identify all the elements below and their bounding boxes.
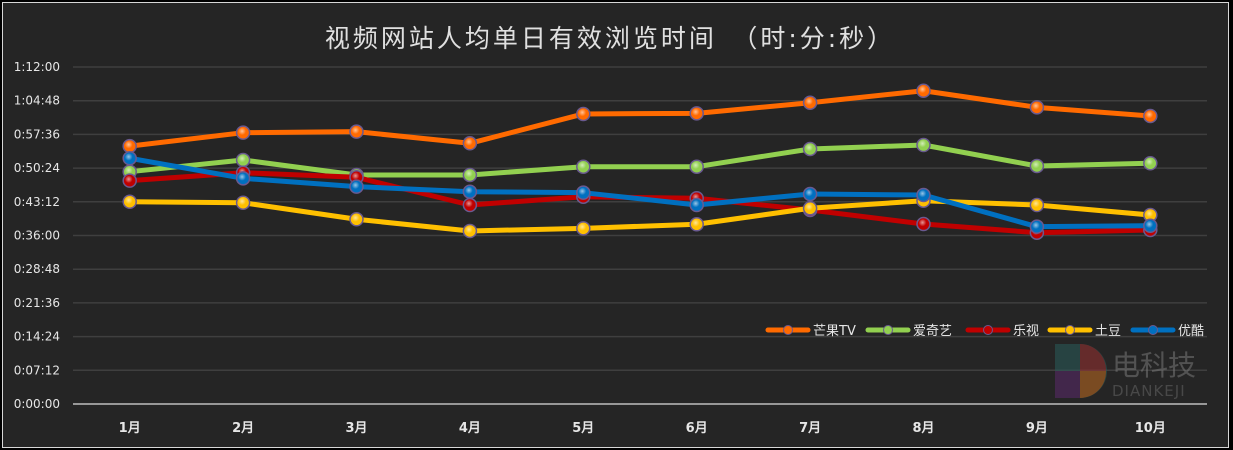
data-point-highlight (1145, 209, 1156, 220)
series-line (127, 198, 1153, 234)
data-point-highlight (464, 225, 475, 236)
legend-item: 芒果TV (765, 323, 856, 339)
data-point-highlight (1031, 160, 1042, 171)
data-point-highlight (1031, 102, 1042, 113)
data-point-highlight (238, 154, 249, 165)
x-tick-label: 10月 (1135, 421, 1166, 436)
data-point-highlight (238, 197, 249, 208)
data-point-highlight (124, 196, 135, 207)
series-line (127, 155, 1153, 230)
data-point-highlight (805, 97, 816, 108)
y-tick-label: 0:14:24 (14, 330, 60, 344)
data-point-highlight (918, 219, 929, 230)
data-point-highlight (1145, 110, 1156, 121)
chart-title: 视频网站人均单日有效浏览时间 （时:分:秒） (325, 24, 895, 53)
legend-swatch-marker (1065, 325, 1075, 335)
y-tick-label: 0:57:36 (14, 127, 60, 141)
y-tick-label: 1:12:00 (14, 60, 60, 74)
legend-swatch-marker (1148, 325, 1158, 335)
data-point-highlight (578, 187, 589, 198)
series-4 (122, 151, 1158, 234)
data-point-highlight (238, 127, 249, 138)
data-point-highlight (464, 169, 475, 180)
data-point-highlight (918, 140, 929, 151)
data-point-highlight (351, 172, 362, 183)
data-point-highlight (464, 138, 475, 149)
legend-label: 爱奇艺 (913, 323, 952, 339)
legend-swatch-marker (883, 325, 893, 335)
data-point-highlight (805, 188, 816, 199)
data-point-highlight (238, 173, 249, 184)
legend-swatch-marker (983, 325, 993, 335)
legend-label: 土豆 (1095, 324, 1121, 339)
data-point-highlight (124, 141, 135, 152)
data-point-highlight (124, 153, 135, 164)
legend-item: 土豆 (1047, 324, 1121, 339)
data-point-highlight (351, 126, 362, 137)
y-tick-label: 0:28:48 (14, 262, 60, 276)
x-tick-label: 4月 (459, 421, 481, 436)
y-tick-label: 0:43:12 (14, 195, 60, 209)
legend-label: 优酷 (1178, 324, 1204, 339)
x-tick-label: 1月 (119, 421, 141, 436)
data-point-highlight (1145, 158, 1156, 169)
data-point-highlight (578, 108, 589, 119)
data-point-highlight (691, 219, 702, 230)
data-point-highlight (1145, 220, 1156, 231)
watermark-text: 电科技 (1112, 349, 1196, 382)
data-point-highlight (805, 143, 816, 154)
x-tick-label: 5月 (572, 421, 594, 436)
y-tick-label: 0:00:00 (14, 397, 60, 411)
data-point-highlight (578, 223, 589, 234)
data-point-highlight (464, 186, 475, 197)
data-point-highlight (691, 199, 702, 210)
legend-label: 芒果TV (813, 323, 856, 339)
watermark-subtext: DIANKEJI (1112, 382, 1186, 400)
series-line (127, 142, 1153, 178)
data-point-highlight (1031, 221, 1042, 232)
legend-item: 爱奇艺 (865, 323, 952, 339)
data-point-highlight (918, 85, 929, 96)
data-point-highlight (124, 175, 135, 186)
data-point-highlight (351, 181, 362, 192)
series-line (127, 88, 1153, 149)
legend-item: 乐视 (965, 324, 1039, 339)
data-point-highlight (351, 214, 362, 225)
x-tick-label: 9月 (1026, 421, 1048, 436)
x-tick-label: 7月 (799, 421, 821, 436)
legend-item: 优酷 (1130, 324, 1204, 339)
x-tick-label: 8月 (912, 421, 934, 436)
data-point-highlight (1031, 199, 1042, 210)
legend-label: 乐视 (1013, 324, 1039, 339)
x-tick-label: 6月 (686, 421, 708, 436)
y-tick-label: 1:04:48 (14, 94, 60, 108)
y-tick-label: 0:21:36 (14, 296, 60, 310)
data-point-highlight (691, 161, 702, 172)
y-tick-label: 0:36:00 (14, 229, 60, 243)
y-tick-label: 0:07:12 (14, 363, 60, 377)
y-tick-label: 0:50:24 (14, 161, 60, 175)
x-tick-label: 2月 (232, 421, 254, 436)
data-point-highlight (805, 203, 816, 214)
x-tick-label: 3月 (345, 421, 367, 436)
legend-swatch-marker (783, 325, 793, 335)
series-0 (122, 83, 1158, 154)
data-point-highlight (464, 199, 475, 210)
watermark-logo: 电科技 DIANKEJI (1055, 344, 1196, 400)
data-point-highlight (918, 190, 929, 201)
data-point-highlight (578, 161, 589, 172)
data-point-highlight (691, 108, 702, 119)
